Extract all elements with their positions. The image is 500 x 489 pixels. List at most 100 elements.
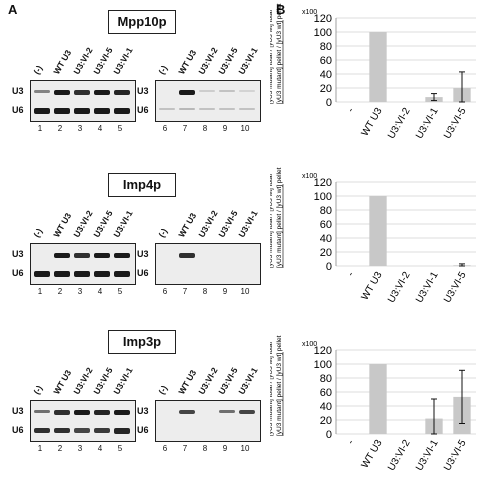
y-tick-label: 80 bbox=[320, 41, 332, 53]
u6-band bbox=[74, 271, 90, 277]
x-tick-label: U3:VI-2 bbox=[386, 106, 413, 141]
x-tick-label: U3:VI-2 bbox=[386, 270, 413, 305]
u3-row-label: U3 bbox=[12, 86, 24, 96]
y-tick-label: 60 bbox=[320, 219, 332, 231]
u6-row-label: U6 bbox=[12, 425, 24, 435]
lane-number: 4 bbox=[97, 287, 103, 296]
u6-band bbox=[114, 428, 130, 434]
y-tick-label: 0 bbox=[326, 261, 332, 273]
u3-band bbox=[219, 90, 235, 92]
u6-band bbox=[74, 108, 90, 114]
lane-number: 4 bbox=[97, 124, 103, 133]
x-tick-label: U3:VI-1 bbox=[414, 106, 441, 141]
lane-number: 7 bbox=[182, 124, 188, 133]
blot-left bbox=[30, 400, 136, 442]
u6-band bbox=[199, 108, 215, 110]
y-tick-label: 20 bbox=[320, 247, 332, 259]
lane-number: 6 bbox=[162, 124, 168, 133]
lane-label: (-) bbox=[156, 383, 170, 396]
y-tick-label: 40 bbox=[320, 69, 332, 81]
u3-band bbox=[34, 90, 50, 93]
lane-number: 10 bbox=[240, 287, 250, 296]
u3-row-label: U3 bbox=[137, 86, 149, 96]
x-tick-label: U3:VI-1 bbox=[414, 438, 441, 473]
u3-band bbox=[114, 410, 130, 415]
lane-number: 6 bbox=[162, 444, 168, 453]
multiplier-label: x100 bbox=[302, 9, 317, 16]
protein-label: Imp3p bbox=[108, 330, 176, 354]
x-tick-label: U3:VI-1 bbox=[414, 270, 441, 305]
x-tick-label: - bbox=[345, 270, 356, 278]
y-tick-label: 0 bbox=[326, 97, 332, 109]
u6-row-label: U6 bbox=[137, 425, 149, 435]
u6-band bbox=[74, 428, 90, 433]
lane-label: WT U3 bbox=[51, 48, 74, 76]
u3-band bbox=[199, 90, 215, 92]
lane-label: (-) bbox=[156, 226, 170, 239]
u3-row-label: U3 bbox=[137, 249, 149, 259]
u3-band bbox=[54, 90, 70, 95]
u6-band bbox=[114, 108, 130, 114]
bar bbox=[369, 196, 387, 266]
panel-a-label: A bbox=[8, 2, 18, 17]
u3-row-label: U3 bbox=[12, 249, 24, 259]
lane-number: 3 bbox=[77, 444, 83, 453]
y-tick-label: 20 bbox=[320, 83, 332, 95]
y-tick-label: 60 bbox=[320, 387, 332, 399]
u6-band bbox=[34, 108, 50, 114]
ylabel-top: [yU3 mutant] pellet / [yU3 wt] pellet bbox=[276, 3, 283, 104]
lane-number: 8 bbox=[202, 124, 208, 133]
y-tick-label: 100 bbox=[314, 27, 332, 39]
bar bbox=[369, 32, 387, 102]
u6-band bbox=[54, 428, 70, 434]
ylabel-bottom: [yU3 mutant] total / [yU3 wt] total bbox=[270, 342, 274, 436]
lane-number: 9 bbox=[222, 444, 228, 453]
lane-number: 3 bbox=[77, 124, 83, 133]
lane-label: (-) bbox=[31, 226, 45, 239]
x-tick-label: WT U3 bbox=[360, 438, 385, 471]
y-tick-label: 80 bbox=[320, 205, 332, 217]
lane-label: WT U3 bbox=[176, 211, 199, 239]
u6-band bbox=[94, 428, 110, 434]
ylabel-bottom: [yU3 mutant] total / [yU3 wt] total bbox=[270, 174, 274, 268]
lane-number: 5 bbox=[117, 287, 123, 296]
lane-number: 2 bbox=[57, 124, 63, 133]
x-tick-label: U3:VI-5 bbox=[442, 106, 469, 141]
ylabel-top: [yU3 mutant] pellet / [yU3 wt] pellet bbox=[276, 335, 283, 436]
lane-label: WT U3 bbox=[51, 368, 74, 396]
lane-number: 8 bbox=[202, 287, 208, 296]
lane-number: 2 bbox=[57, 444, 63, 453]
u3-band bbox=[114, 90, 130, 95]
panel-b-charts: [yU3 mutant] pellet / [yU3 wt] pellet[yU… bbox=[270, 3, 476, 473]
lane-label: WT U3 bbox=[176, 48, 199, 76]
u3-band bbox=[54, 410, 70, 415]
u6-band bbox=[94, 271, 110, 277]
y-tick-label: 20 bbox=[320, 415, 332, 427]
x-tick-label: U3:VI-2 bbox=[386, 438, 413, 473]
blot-right bbox=[155, 243, 261, 285]
y-tick-label: 60 bbox=[320, 55, 332, 67]
u6-band bbox=[114, 271, 130, 277]
u6-band bbox=[34, 428, 50, 434]
y-tick-label: 100 bbox=[314, 359, 332, 371]
u6-row-label: U6 bbox=[12, 105, 24, 115]
u3-band bbox=[179, 90, 195, 95]
x-tick-label: U3:VI-5 bbox=[442, 438, 469, 473]
x-tick-label: WT U3 bbox=[360, 106, 385, 139]
u3-band bbox=[114, 253, 130, 258]
u6-band bbox=[179, 108, 195, 110]
multiplier-label: x100 bbox=[302, 341, 317, 348]
lane-number: 7 bbox=[182, 444, 188, 453]
protein-label: Mpp10p bbox=[108, 10, 176, 34]
lane-number: 9 bbox=[222, 124, 228, 133]
u3-band bbox=[74, 90, 90, 95]
lane-number: 10 bbox=[240, 444, 250, 453]
u3-band bbox=[219, 410, 235, 413]
multiplier-label: x100 bbox=[302, 173, 317, 180]
u6-band bbox=[239, 108, 255, 110]
u6-row-label: U6 bbox=[137, 268, 149, 278]
y-tick-label: 80 bbox=[320, 373, 332, 385]
lane-number: 6 bbox=[162, 287, 168, 296]
lane-label: WT U3 bbox=[176, 368, 199, 396]
lane-number: 3 bbox=[77, 287, 83, 296]
